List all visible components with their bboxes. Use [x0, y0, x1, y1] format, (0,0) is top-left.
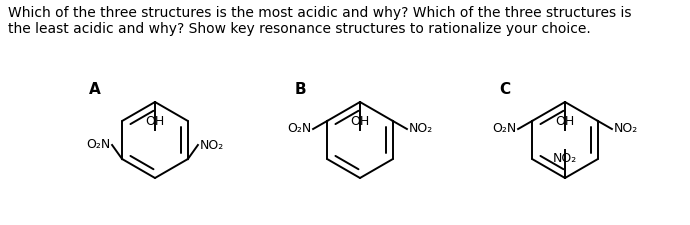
Text: OH: OH: [351, 115, 370, 128]
Text: NO₂: NO₂: [614, 122, 638, 135]
Text: C: C: [500, 82, 511, 97]
Text: NO₂: NO₂: [553, 152, 577, 165]
Text: the least acidic and why? Show key resonance structures to rationalize your choi: the least acidic and why? Show key reson…: [8, 22, 591, 36]
Text: OH: OH: [146, 115, 165, 128]
Text: A: A: [89, 82, 101, 97]
Text: B: B: [294, 82, 306, 97]
Text: Which of the three structures is the most acidic and why? Which of the three str: Which of the three structures is the mos…: [8, 6, 631, 20]
Text: O₂N: O₂N: [86, 139, 110, 151]
Text: NO₂: NO₂: [200, 139, 224, 151]
Text: OH: OH: [555, 115, 575, 128]
Text: O₂N: O₂N: [287, 122, 311, 135]
Text: NO₂: NO₂: [409, 122, 433, 135]
Text: O₂N: O₂N: [492, 122, 516, 135]
